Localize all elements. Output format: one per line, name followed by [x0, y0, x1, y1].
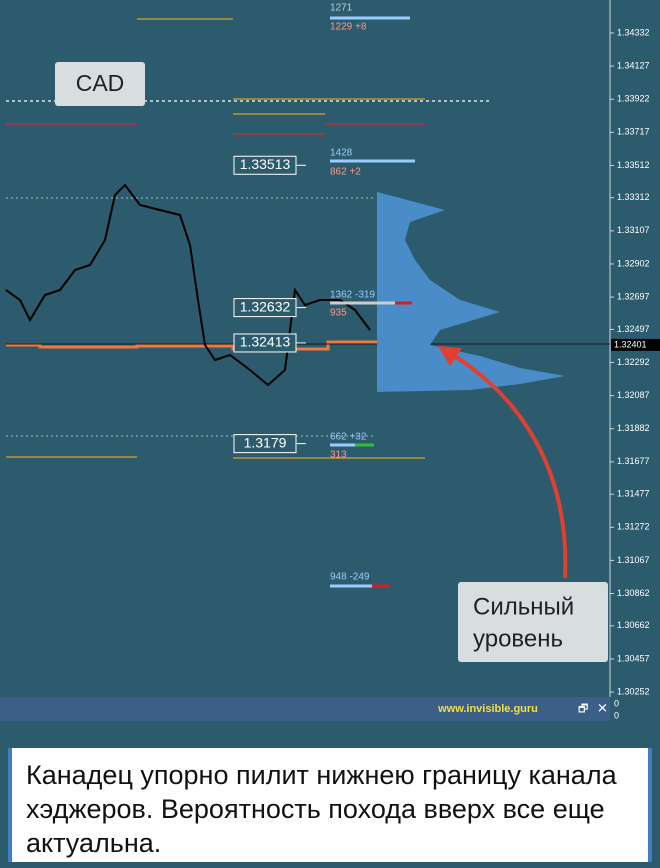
- y-tick-label: 1.30662: [617, 620, 650, 630]
- y-tick-label: 1.31677: [617, 456, 650, 466]
- y-tick-label: 1.30862: [617, 588, 650, 598]
- caption: Канадец упорно пилит нижнею границу кана…: [8, 748, 652, 862]
- status-bar: [0, 697, 610, 721]
- restore-icon[interactable]: 🗗: [578, 703, 588, 715]
- y-tick-label: 1.31272: [617, 522, 650, 532]
- price-path: [5, 183, 371, 387]
- caption-line: актуальна.: [26, 828, 162, 858]
- y-tick-label: 1.32902: [617, 258, 650, 268]
- volume-label: 662 +32: [330, 432, 367, 443]
- y-tick-label: 1.33107: [617, 225, 650, 235]
- close-icon[interactable]: ✕: [597, 700, 608, 715]
- y-tick-label: 1.30457: [617, 653, 650, 663]
- caption-line: Канадец упорно пилит нижнею границу кана…: [26, 760, 617, 790]
- y-tick-label: 1.31067: [617, 555, 650, 565]
- watermark: www.invisible.guru: [437, 703, 538, 715]
- level-label: 1.32413: [240, 334, 291, 350]
- arrow-head: [438, 346, 462, 366]
- arrow: [446, 350, 568, 579]
- y-tick-label: 1.30252: [617, 686, 650, 696]
- callout-text: уровень: [473, 625, 563, 652]
- volume-label: 313: [330, 450, 347, 461]
- volume-label: 862 +2: [330, 167, 361, 178]
- volume-label: 948 -249: [330, 572, 370, 583]
- y-tick-label: 1.32292: [617, 357, 650, 367]
- volume-label: 1229 +8: [330, 22, 367, 33]
- y-tick-label: 1.33312: [617, 192, 650, 202]
- current-price-label: 1.32401: [614, 339, 647, 349]
- volume-label: 1271: [330, 3, 353, 14]
- sub-tick-label: 0: [614, 710, 619, 720]
- caption-line: хэджеров. Вероятность похода вверх все е…: [26, 794, 605, 824]
- level-label: 1.3179: [244, 434, 287, 450]
- y-tick-label: 1.31477: [617, 489, 650, 499]
- y-tick-label: 1.33717: [617, 127, 650, 137]
- callout-box: [458, 582, 608, 662]
- chart-screen: 1.34332 1.34127 1.33922 1.33717 1.33512 1.333…: [0, 0, 660, 743]
- y-tick-label: 1.33922: [617, 94, 650, 104]
- callout-text: Сильный: [473, 593, 574, 620]
- y-tick-label: 1.34127: [617, 60, 650, 70]
- volume-profile: [377, 192, 565, 392]
- sub-tick-label: 0: [614, 698, 619, 708]
- current-price-box: [611, 338, 660, 351]
- y-tick-label: 1.31882: [617, 423, 650, 433]
- y-tick-label: 1.34332: [617, 27, 650, 37]
- callout-symbol: CAD: [76, 70, 125, 96]
- volume-label: 1428: [330, 148, 353, 159]
- y-tick-label: 1.33512: [617, 160, 650, 170]
- volume-label: 935: [330, 308, 347, 319]
- level-label: 1.33513: [240, 156, 291, 172]
- volume-label: 1362 -319: [330, 290, 375, 301]
- time-axis: [0, 721, 660, 743]
- callout-box: [55, 62, 145, 106]
- y-tick-label: 1.32497: [617, 324, 650, 334]
- level-label: 1.32632: [240, 298, 291, 314]
- y-tick-label: 1.32697: [617, 291, 650, 301]
- y-tick-label: 1.32087: [617, 390, 650, 400]
